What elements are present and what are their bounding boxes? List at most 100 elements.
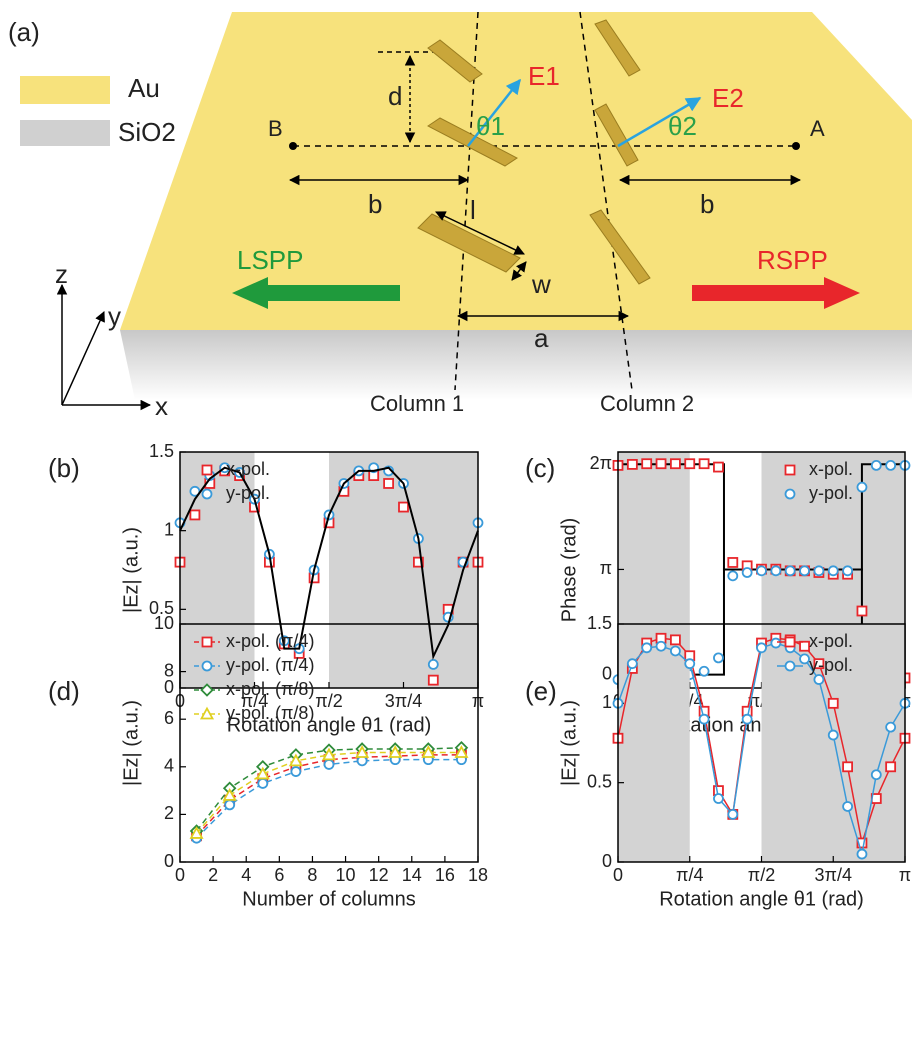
marker [657, 642, 666, 651]
material-label: SiO2 [118, 117, 176, 147]
marker [743, 715, 752, 724]
marker [714, 794, 723, 803]
dim-label: w [531, 269, 551, 299]
marker [429, 660, 438, 669]
legend-label: x-pol. [809, 631, 853, 651]
marker [700, 715, 709, 724]
column-label: Column 1 [370, 391, 464, 416]
marker [886, 723, 895, 732]
series-line [197, 760, 462, 839]
point-a [792, 142, 800, 150]
spp-label: RSPP [757, 245, 828, 275]
field-label: E2 [712, 83, 744, 113]
marker [886, 461, 895, 470]
y-tick-label: 0 [602, 663, 612, 683]
dim-label: l [470, 195, 476, 225]
x-axis-label: Number of columns [242, 888, 415, 910]
marker [829, 566, 838, 575]
y-tick-label: 1.5 [149, 441, 174, 461]
marker [384, 479, 393, 488]
y-tick-label: 2 [164, 803, 174, 823]
y-axis-label: Phase (rad) [558, 518, 580, 623]
marker [886, 762, 895, 771]
x-tick-label: 14 [402, 865, 422, 885]
marker [743, 568, 752, 577]
x-tick-label: 2 [208, 865, 218, 885]
marker [872, 461, 881, 470]
marker [857, 483, 866, 492]
marker [728, 558, 737, 567]
point-label: B [268, 116, 283, 141]
legend-label: x-pol. (π/4) [226, 631, 314, 651]
marker [225, 800, 234, 809]
y-tick-label: 6 [164, 708, 174, 728]
gold-film [120, 12, 912, 330]
marker [872, 770, 881, 779]
marker [843, 566, 852, 575]
marker [685, 459, 694, 468]
dim-label: a [534, 323, 549, 353]
marker [291, 767, 300, 776]
marker [657, 459, 666, 468]
x-axis-label: Rotation angle θ1 (rad) [659, 888, 864, 910]
au-swatch [20, 76, 110, 104]
y-tick-label: π [600, 558, 612, 578]
x-tick-label: 4 [241, 865, 251, 885]
marker [843, 762, 852, 771]
dim-label: b [368, 189, 382, 219]
y-tick-label: 1.5 [587, 613, 612, 633]
y-tick-label: 0 [164, 851, 174, 871]
x-tick-label: 12 [369, 865, 389, 885]
legend-label: x-pol. [809, 459, 853, 479]
marker [671, 635, 680, 644]
y-tick-label: 0 [602, 851, 612, 871]
y-tick-label: 1 [164, 519, 174, 539]
marker [800, 654, 809, 663]
marker [700, 459, 709, 468]
marker [325, 760, 334, 769]
legend-label: x-pol. [226, 459, 270, 479]
panel-label: (c) [525, 453, 555, 483]
diagram: (a) Au SiO2 B A d E1 E2 θ1 θ2 b b l w a … [8, 12, 912, 421]
marker [728, 571, 737, 580]
y-tick-label: 10 [154, 613, 174, 633]
legend-marker [786, 638, 795, 647]
column-label: Column 2 [600, 391, 694, 416]
substrate [120, 330, 912, 400]
panel-label: (b) [48, 453, 80, 483]
y-tick-label: 0.5 [587, 771, 612, 791]
marker [628, 460, 637, 469]
page: (a) Au SiO2 B A d E1 E2 θ1 θ2 b b l w a … [0, 0, 912, 1061]
marker [628, 659, 637, 668]
y-axis [62, 312, 104, 405]
marker [190, 510, 199, 519]
x-tick-label: π/2 [315, 691, 342, 711]
marker [814, 566, 823, 575]
marker [642, 643, 651, 652]
marker [857, 607, 866, 616]
angle-label: θ1 [476, 111, 505, 141]
marker [814, 675, 823, 684]
y-tick-label: 8 [164, 660, 174, 680]
marker [857, 850, 866, 859]
y-tick-label: 2π [590, 453, 612, 473]
marker [771, 566, 780, 575]
marker [700, 667, 709, 676]
y-axis-label: |Ez| (a.u.) [120, 527, 142, 613]
y-axis-label: |Ez| (a.u.) [120, 700, 142, 786]
marker [800, 642, 809, 651]
legend-marker [203, 638, 212, 647]
axis-name: z [55, 259, 68, 289]
legend-marker [203, 662, 212, 671]
dim-label: d [388, 81, 402, 111]
marker [714, 653, 723, 662]
marker [399, 503, 408, 512]
x-tick-label: 8 [307, 865, 317, 885]
x-tick-label: 3π/4 [815, 865, 852, 885]
axis-name: x [155, 391, 168, 421]
marker [800, 566, 809, 575]
legend-label: y-pol. [809, 483, 853, 503]
x-tick-label: 16 [435, 865, 455, 885]
legend-marker [786, 662, 795, 671]
marker [728, 810, 737, 819]
